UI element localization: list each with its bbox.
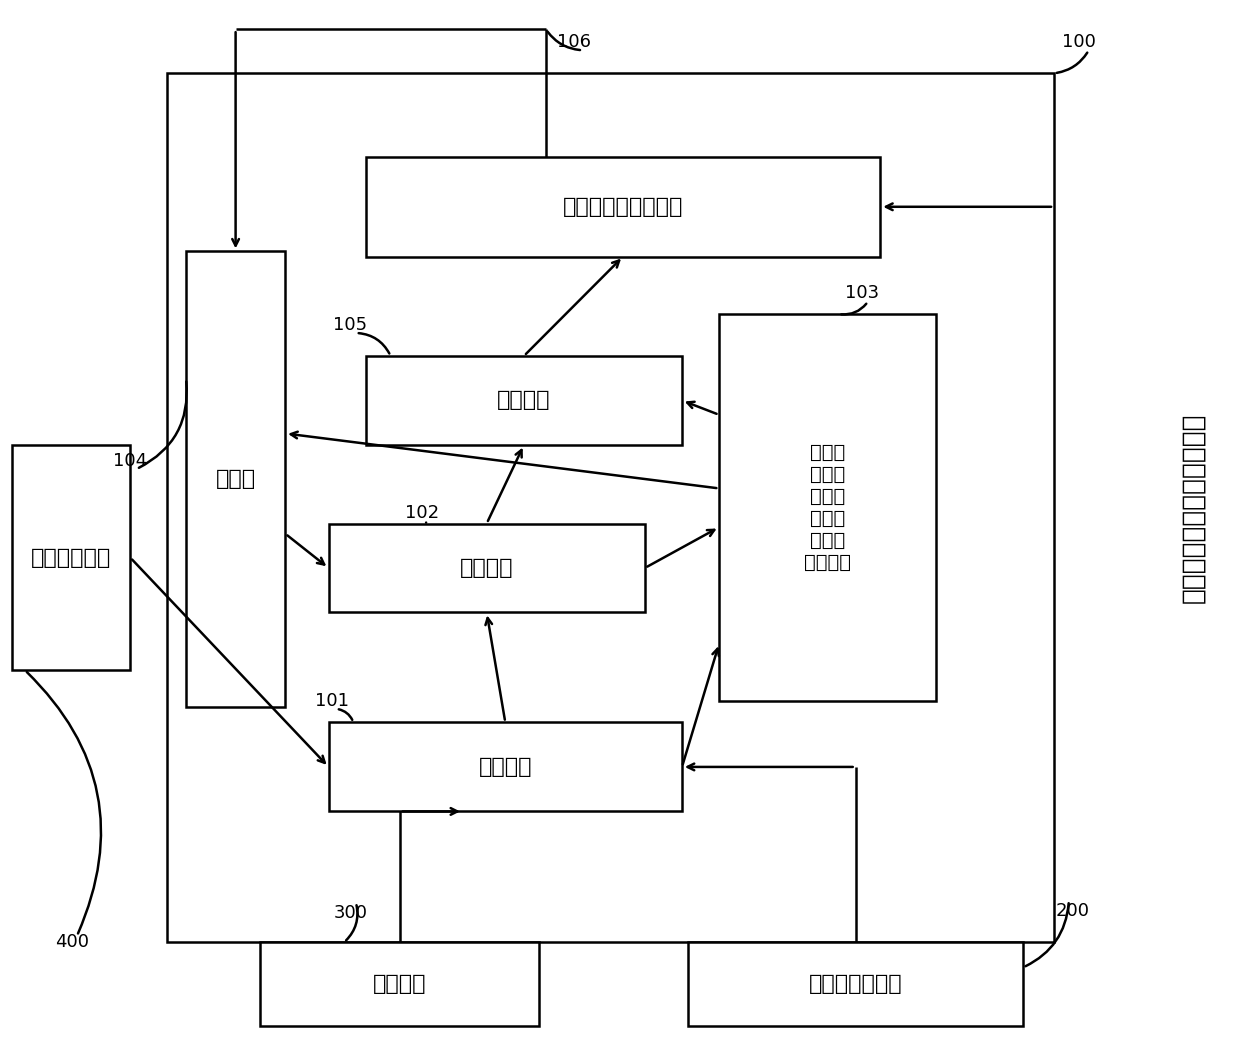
- Text: 100: 100: [1061, 32, 1096, 51]
- Text: 天气信息服务器: 天气信息服务器: [808, 974, 903, 995]
- Text: 数据库: 数据库: [216, 469, 255, 489]
- Text: 106: 106: [557, 32, 591, 51]
- Text: 400: 400: [55, 933, 89, 952]
- Text: 105: 105: [332, 315, 367, 334]
- Bar: [366, 157, 880, 257]
- Text: 103: 103: [844, 284, 879, 303]
- Bar: [366, 356, 682, 445]
- Bar: [329, 524, 645, 612]
- Bar: [12, 445, 130, 670]
- Bar: [688, 942, 1023, 1026]
- Text: 用电量
与气候
影响因
子的关
系模型
构建模块: 用电量 与气候 影响因 子的关 系模型 构建模块: [805, 443, 851, 573]
- Bar: [260, 942, 539, 1026]
- Text: 抄表系统: 抄表系统: [373, 974, 427, 995]
- Bar: [167, 73, 1054, 942]
- Text: 偷漏电用户判断模块: 偷漏电用户判断模块: [563, 197, 683, 217]
- Text: 渲染模块: 渲染模块: [497, 391, 551, 410]
- Text: 查找模块: 查找模块: [460, 558, 513, 578]
- Text: 外部查询系统: 外部查询系统: [31, 548, 112, 567]
- Text: 300: 300: [334, 904, 368, 922]
- Text: 用于甄别偷漏电用户的系统: 用于甄别偷漏电用户的系统: [1180, 413, 1205, 603]
- Text: 102: 102: [404, 504, 439, 522]
- Text: 101: 101: [315, 692, 350, 711]
- Bar: [719, 314, 936, 701]
- Bar: [329, 722, 682, 811]
- Text: 104: 104: [113, 451, 148, 470]
- Text: 接收模块: 接收模块: [479, 757, 532, 777]
- Bar: [186, 251, 285, 707]
- Text: 200: 200: [1055, 901, 1090, 920]
